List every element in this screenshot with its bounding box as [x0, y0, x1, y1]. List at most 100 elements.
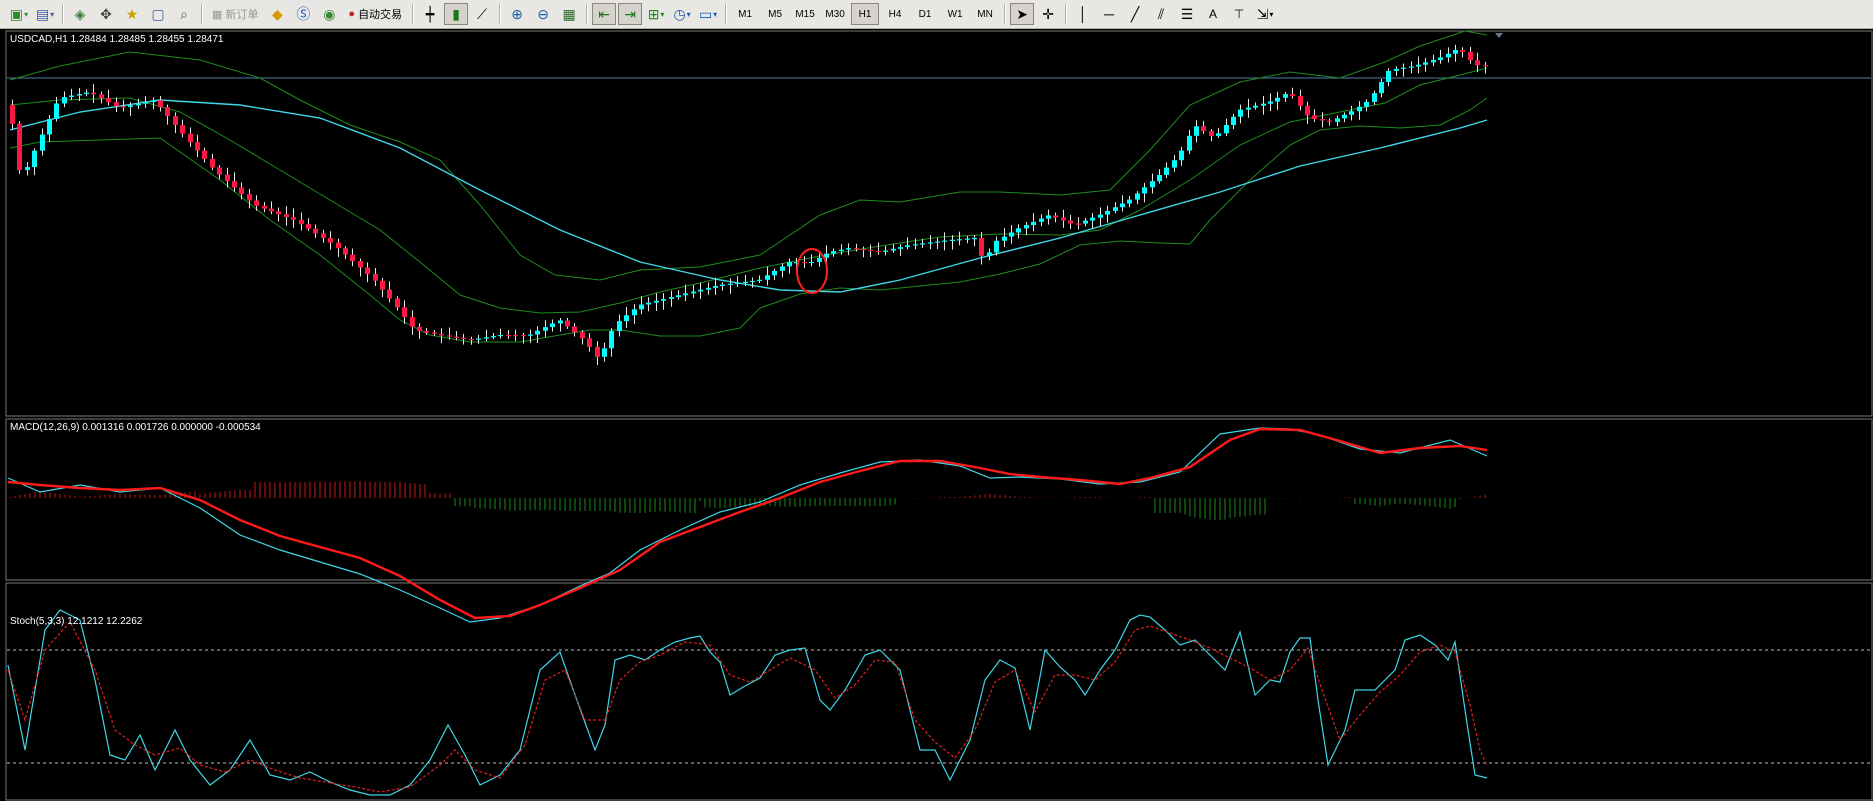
- timeframe-group: M1 M5 M15 M30 H1 H4 D1 W1 MN: [730, 3, 1000, 25]
- bear-candle: [417, 326, 422, 331]
- bull-candle: [1253, 105, 1258, 108]
- macd-panel-frame: [5, 418, 1873, 581]
- bull-candle: [1342, 114, 1347, 119]
- stoch-main-line: [7, 609, 1488, 796]
- bull-candle: [143, 102, 148, 104]
- bull-candle: [1083, 220, 1088, 224]
- bear-candle: [1061, 217, 1066, 221]
- bull-candle: [1453, 50, 1458, 54]
- profiles-icon[interactable]: ▤ ▾: [35, 5, 55, 22]
- arrows-icon[interactable]: ⇲ ▾: [1256, 5, 1274, 22]
- bear-candle: [1475, 60, 1480, 66]
- bull-candle: [1438, 57, 1443, 60]
- bear-candle: [565, 320, 570, 327]
- bull-candle: [772, 270, 777, 276]
- bull-candle: [735, 282, 740, 284]
- bull-candle: [1431, 59, 1436, 63]
- timeframe-w1[interactable]: W1: [947, 8, 963, 20]
- tile-windows-icon[interactable]: ▦: [562, 5, 576, 22]
- timeframe-m5[interactable]: M5: [768, 8, 783, 20]
- bull-candle: [558, 320, 563, 324]
- timeframe-h1[interactable]: H1: [851, 3, 880, 25]
- bull-candle: [987, 252, 992, 256]
- metaeditor-icon[interactable]: ◆: [272, 5, 283, 22]
- bear-candle: [469, 339, 474, 341]
- main-toolbar: ▣ ▾ ▤ ▾ ◈ ✥ ★ ▢ ⌕ ▦ 新订单 ◆ Ⓢ ◉ ● 自动交易 ┿ ▮ ⟋ ⊕…: [0, 0, 1873, 29]
- bull-candle: [84, 92, 89, 95]
- signals-icon[interactable]: Ⓢ: [296, 6, 311, 22]
- bull-candle: [691, 291, 696, 294]
- text-icon[interactable]: A: [1209, 7, 1218, 21]
- trendline-icon[interactable]: ╱: [1130, 5, 1140, 22]
- bear-candle: [91, 92, 96, 95]
- line-chart-icon[interactable]: ⟋: [477, 5, 487, 22]
- bar-chart-icon[interactable]: ┿: [425, 5, 435, 22]
- timeframe-m1[interactable]: M1: [738, 8, 753, 20]
- chart-shift-icon[interactable]: ⇥: [618, 3, 643, 25]
- templates-icon[interactable]: ▭ ▾: [698, 5, 718, 22]
- bull-candle: [476, 338, 481, 340]
- auto-trading-button[interactable]: ● 自动交易: [343, 3, 407, 25]
- bull-candle: [883, 250, 888, 252]
- bear-candle: [284, 214, 289, 217]
- bull-candle: [794, 262, 799, 264]
- bull-candle: [1224, 125, 1229, 134]
- vertical-line-icon[interactable]: │: [1078, 6, 1088, 22]
- bear-candle: [269, 208, 274, 212]
- new-chart-icon[interactable]: ▣ ▾: [9, 5, 29, 22]
- bull-candle: [1238, 109, 1243, 117]
- bull-candle: [1002, 236, 1007, 241]
- bull-candle: [824, 253, 829, 258]
- bull-candle: [40, 134, 45, 151]
- text-label-icon[interactable]: ⊤: [1233, 7, 1245, 21]
- indicators-icon[interactable]: ⊞ ▾: [647, 5, 665, 22]
- bear-candle: [979, 238, 984, 256]
- bull-candle: [1172, 160, 1177, 168]
- bull-candle: [1113, 207, 1118, 211]
- terminal-icon[interactable]: ▢: [151, 5, 165, 22]
- market-watch-icon[interactable]: ◈: [74, 5, 86, 22]
- periods-icon[interactable]: ◷ ▾: [673, 5, 691, 22]
- chart-window[interactable]: USDCAD,H1 1.28484 1.28485 1.28455 1.2847…: [0, 30, 1873, 801]
- zoom-in-icon[interactable]: ⊕: [511, 5, 523, 22]
- bear-candle: [188, 133, 193, 143]
- bull-candle: [1275, 97, 1280, 102]
- chart-canvas[interactable]: USDCAD,H1 1.28484 1.28485 1.28455 1.2847…: [0, 30, 1873, 801]
- timeframe-h4[interactable]: H4: [888, 8, 902, 20]
- cursor-icon[interactable]: ➤: [1010, 3, 1035, 25]
- chart-shift-marker: [1495, 33, 1503, 38]
- bear-candle: [513, 335, 518, 337]
- timeframe-mn[interactable]: MN: [977, 8, 993, 20]
- bull-candle: [1142, 187, 1147, 194]
- timeframe-d1[interactable]: D1: [918, 8, 932, 20]
- bear-candle: [210, 159, 215, 168]
- bollinger-lower-band: [9, 97, 1488, 343]
- bull-candle: [617, 321, 622, 332]
- candlestick-icon[interactable]: ▮: [444, 3, 469, 25]
- bull-candle: [1194, 126, 1199, 136]
- navigator-icon[interactable]: ★: [125, 5, 139, 22]
- bull-candle: [913, 244, 918, 246]
- timeframe-m15[interactable]: M15: [795, 8, 815, 20]
- strategy-tester-icon[interactable]: ⌕: [180, 5, 188, 22]
- bull-candle: [609, 331, 614, 349]
- fibonacci-icon[interactable]: ☰: [1180, 5, 1194, 22]
- bear-candle: [802, 262, 807, 264]
- bear-candle: [313, 228, 318, 234]
- market-icon[interactable]: ◉: [323, 5, 336, 22]
- bull-candle: [839, 249, 844, 252]
- timeframe-m30[interactable]: M30: [825, 8, 845, 20]
- bear-candle: [1068, 220, 1073, 224]
- data-window-icon[interactable]: ✥: [100, 5, 112, 22]
- equidistant-channel-icon[interactable]: ⫽: [1157, 5, 1165, 22]
- bear-candle: [1468, 51, 1473, 61]
- zoom-out-icon[interactable]: ⊖: [537, 5, 549, 22]
- new-order-button[interactable]: ▦ 新订单: [207, 3, 263, 25]
- horizontal-line-icon[interactable]: ─: [1104, 6, 1115, 22]
- crosshair-icon[interactable]: ✛: [1042, 5, 1054, 22]
- candlestick-series: [10, 44, 1488, 366]
- bear-candle: [1290, 94, 1295, 97]
- auto-scroll-icon[interactable]: ⇤: [592, 3, 617, 25]
- bear-candle: [195, 142, 200, 151]
- bull-candle: [1246, 107, 1251, 110]
